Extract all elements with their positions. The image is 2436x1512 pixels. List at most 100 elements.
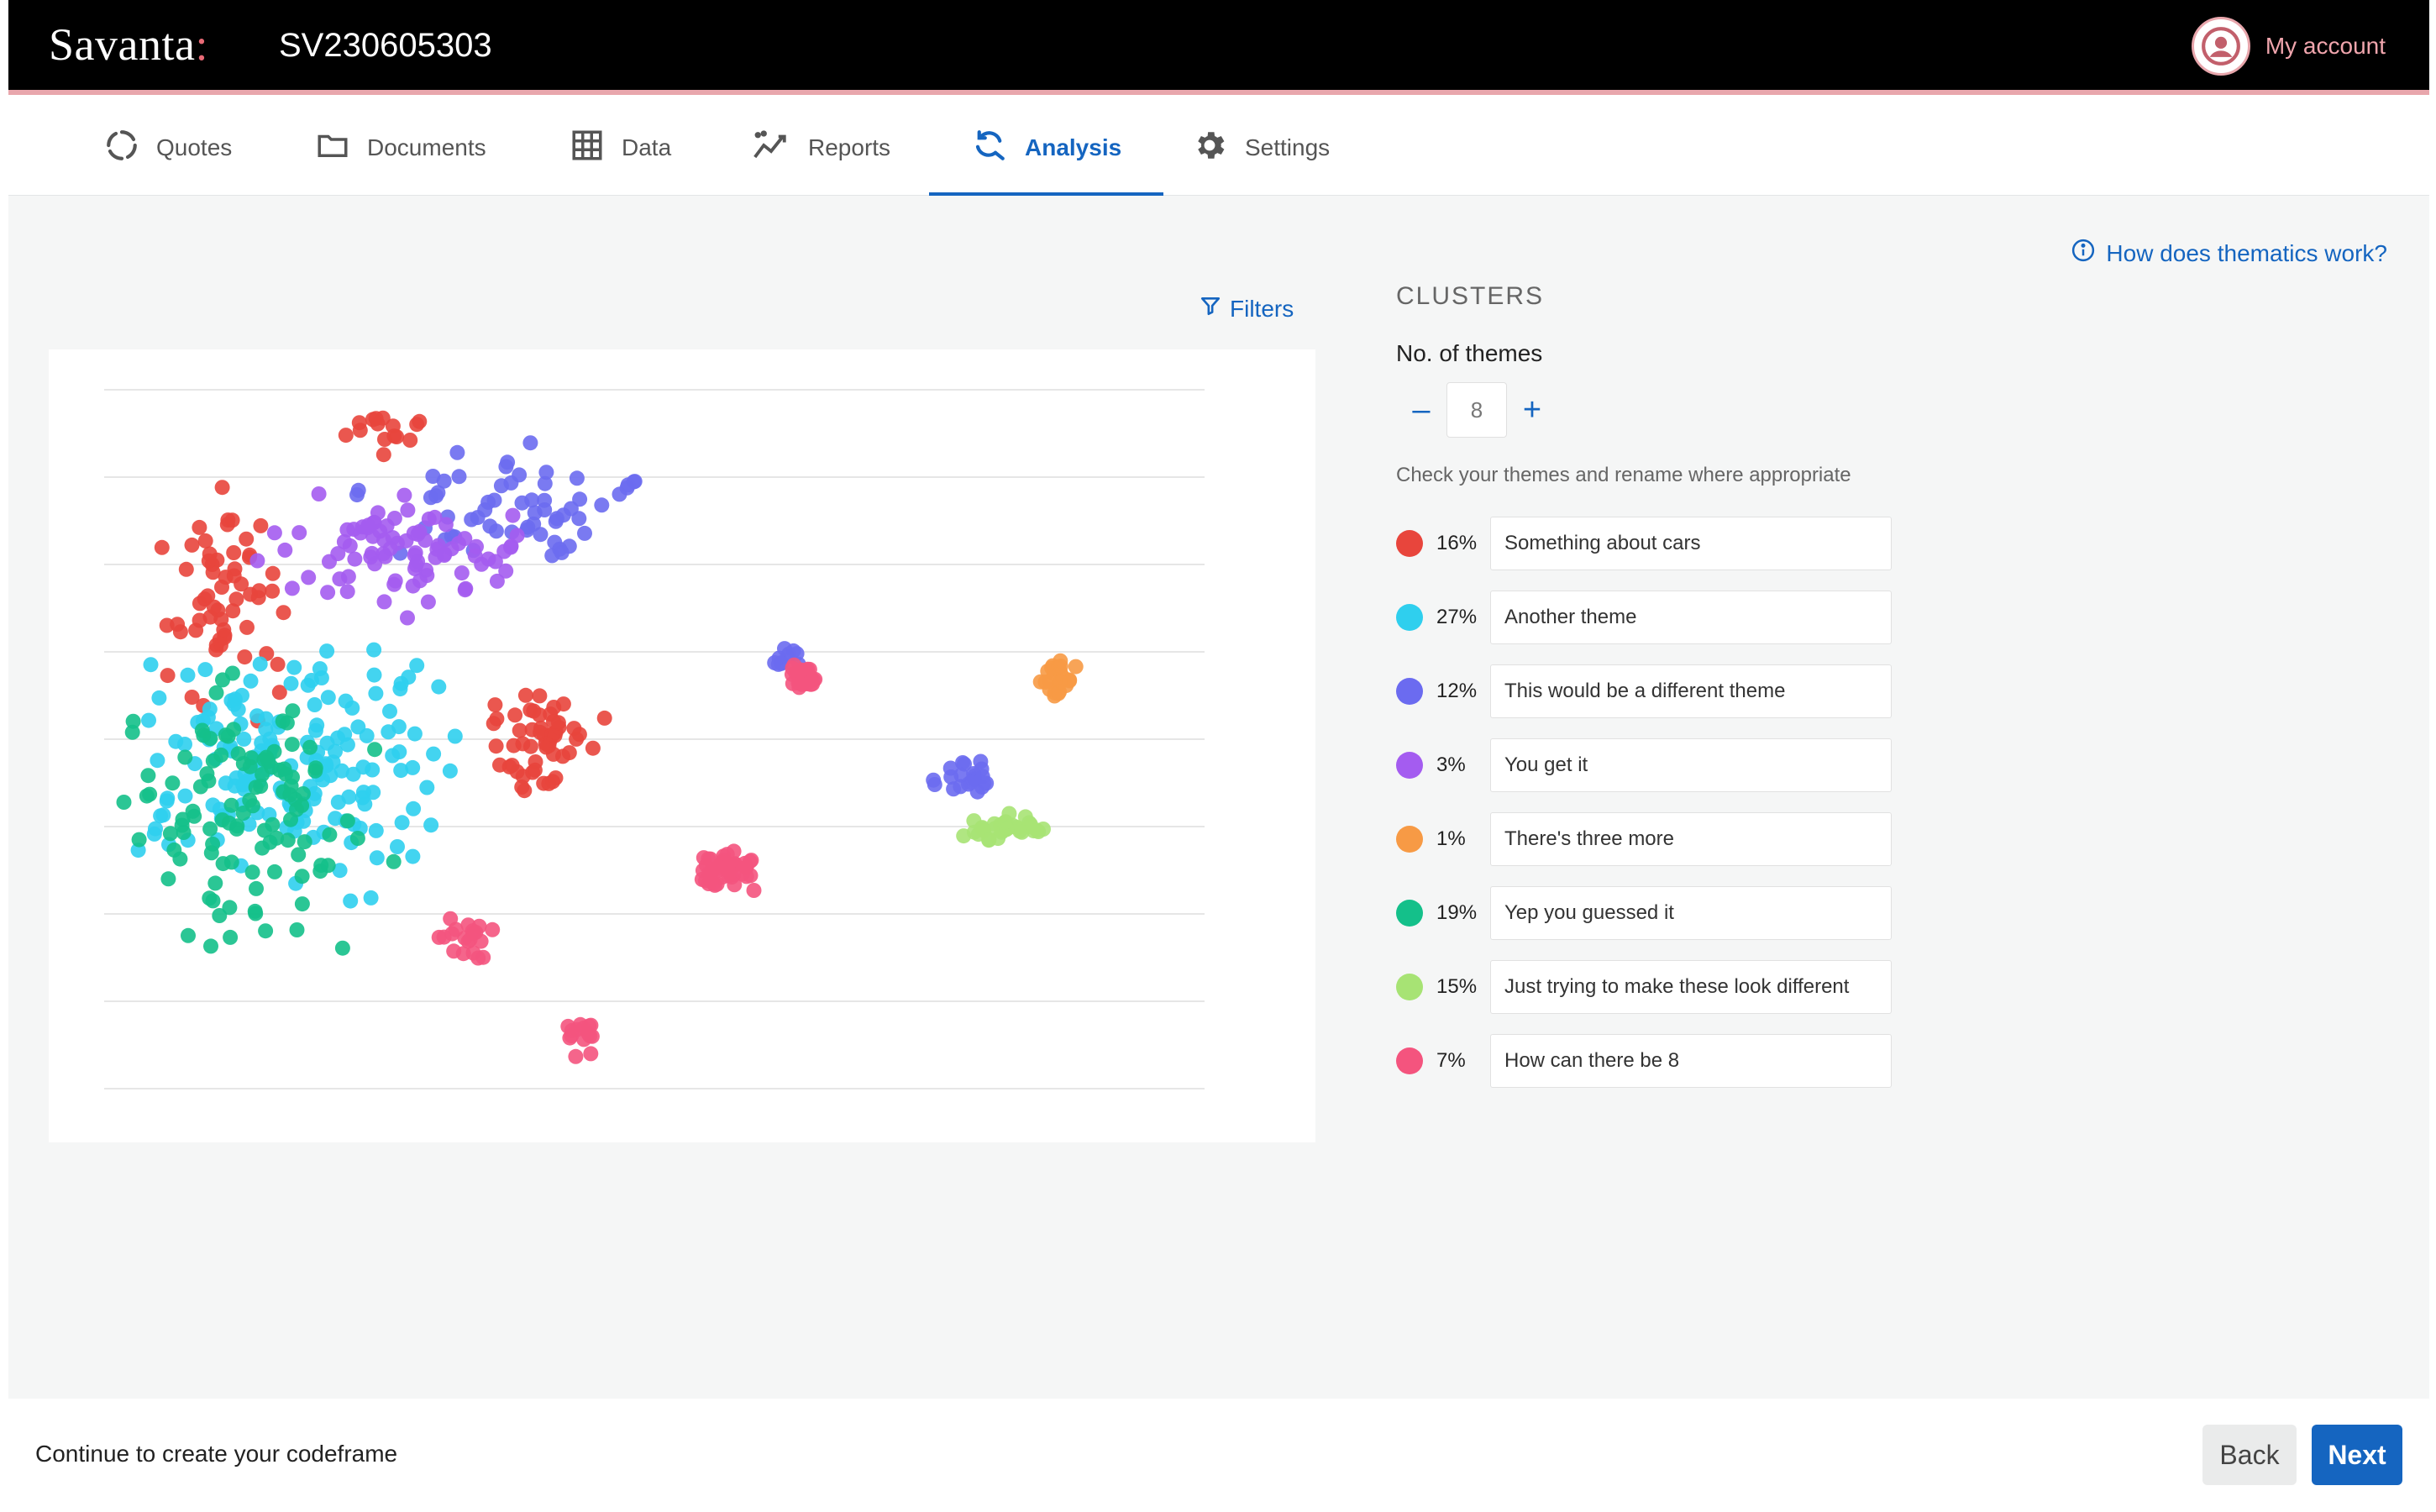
tab-reports[interactable]: Reports	[751, 100, 890, 196]
main-nav: Quotes Documents Data Reports Analysis S…	[8, 100, 2429, 196]
themes-count-value[interactable]: 8	[1446, 382, 1507, 438]
scatter-point	[218, 570, 234, 585]
theme-row: 27% Another theme	[1396, 591, 1892, 644]
scatter-point	[282, 787, 298, 803]
scatter-point	[286, 659, 302, 675]
scatter-point	[279, 715, 295, 731]
scatter-point	[767, 655, 783, 670]
scatter-point	[239, 531, 255, 547]
scatter-point	[412, 523, 428, 539]
scatter-point	[391, 744, 407, 760]
scatter-point	[200, 588, 216, 604]
scatter-point	[368, 822, 384, 838]
scatter-point	[342, 538, 358, 554]
theme-color-dot	[1396, 1047, 1423, 1074]
scatter-point	[253, 517, 269, 533]
scatter-point	[489, 711, 505, 727]
scatter-point	[248, 906, 264, 921]
active-tab-indicator	[929, 192, 1164, 196]
scatter-point	[701, 865, 717, 881]
scatter-point	[223, 929, 239, 945]
scatter-point	[366, 667, 382, 683]
scatter-point	[402, 433, 418, 448]
scatter-point	[376, 594, 392, 610]
scatter-point	[116, 795, 132, 810]
scatter-point	[212, 908, 228, 923]
tab-data-label: Data	[622, 134, 672, 160]
scatter-point	[258, 923, 274, 939]
theme-name-input[interactable]: Another theme	[1490, 591, 1892, 644]
scatter-point	[325, 754, 341, 770]
tab-settings-label: Settings	[1245, 134, 1331, 160]
scatter-point	[365, 762, 381, 778]
increment-button[interactable]: +	[1522, 391, 1542, 428]
tab-quotes[interactable]: Quotes	[104, 100, 232, 196]
scatter-point	[345, 766, 361, 782]
next-button[interactable]: Next	[2312, 1425, 2402, 1485]
savanta-logo[interactable]: Savanta:	[49, 19, 208, 70]
scatter-point	[429, 541, 445, 557]
tab-documents[interactable]: Documents	[315, 100, 486, 196]
scatter-point	[151, 690, 167, 706]
scatter-point	[339, 737, 355, 753]
decrement-button[interactable]: –	[1412, 391, 1431, 428]
themes-hint: Check your themes and rename where appro…	[1396, 464, 1851, 486]
scatter-point	[218, 727, 234, 743]
scatter-point	[379, 518, 395, 534]
scatter-point	[409, 658, 425, 674]
scatter-point	[376, 532, 392, 548]
themes-stepper: – 8 +	[1396, 382, 1557, 438]
scatter-point	[205, 753, 221, 769]
scatter-point	[368, 685, 384, 701]
scatter-point	[199, 766, 215, 782]
scatter-point	[140, 768, 156, 784]
scatter-point	[522, 738, 538, 754]
scatter-point	[291, 847, 307, 863]
theme-name-input[interactable]: You get it	[1490, 738, 1892, 792]
scatter-point	[202, 821, 218, 837]
scatter-point	[583, 1046, 599, 1062]
scatter-point	[256, 822, 272, 838]
back-button[interactable]: Back	[2202, 1425, 2297, 1485]
scatter-point	[436, 473, 452, 489]
scatter-point	[323, 768, 339, 784]
theme-name-input[interactable]: Just trying to make these look different	[1490, 960, 1892, 1014]
theme-name-input[interactable]: There's three more	[1490, 812, 1892, 866]
theme-name-input[interactable]: Something about cars	[1490, 517, 1892, 570]
theme-name-input[interactable]: Yep you guessed it	[1490, 886, 1892, 940]
scatter-point	[407, 548, 423, 563]
scatter-point	[956, 828, 972, 844]
scatter-point	[332, 863, 348, 879]
scatter-point	[339, 522, 355, 538]
scatter-point	[208, 685, 224, 701]
theme-name-input[interactable]: How can there be 8	[1490, 1034, 1892, 1088]
scatter-point	[488, 523, 504, 539]
scatter-point	[382, 703, 397, 719]
scatter-point	[486, 492, 502, 508]
scatter-point	[442, 763, 458, 779]
tab-settings[interactable]: Settings	[1191, 100, 1330, 196]
scatter-point	[473, 933, 489, 949]
scatter-point	[569, 470, 585, 486]
scatter-point	[386, 576, 402, 592]
scatter-point	[249, 553, 265, 569]
scatter-point	[254, 735, 270, 751]
scatter-point	[406, 801, 422, 816]
tab-data[interactable]: Data	[570, 100, 671, 196]
theme-name-input[interactable]: This would be a different theme	[1490, 664, 1892, 718]
thematics-help-link[interactable]: How does thematics work?	[2071, 238, 2387, 269]
scatter-point	[291, 525, 307, 541]
scatter-point	[294, 798, 310, 813]
filters-button[interactable]: Filters	[1200, 294, 1294, 323]
theme-row: 12% This would be a different theme	[1396, 664, 1892, 718]
theme-percent: 1%	[1436, 827, 1466, 850]
analysis-panel: How does thematics work? Filters CLUSTER…	[8, 196, 2429, 1399]
my-account-button[interactable]: My account	[2191, 15, 2386, 77]
scatter-point	[285, 703, 301, 719]
tab-analysis[interactable]: Analysis	[929, 100, 1164, 196]
scatter-point	[418, 562, 434, 578]
scatter-point	[386, 428, 402, 444]
cluster-scatter-chart	[49, 349, 1315, 1142]
scatter-point	[237, 649, 253, 665]
scatter-point	[221, 815, 237, 831]
